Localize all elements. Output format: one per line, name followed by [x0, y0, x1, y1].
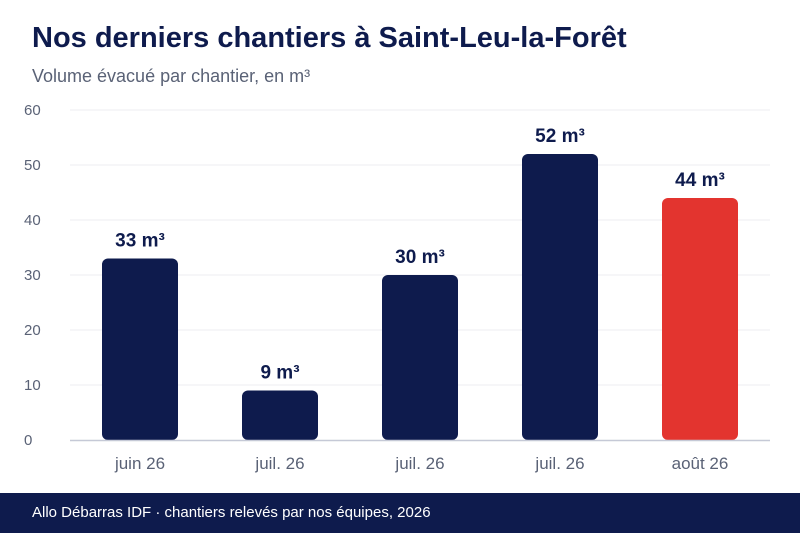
bar	[102, 258, 178, 440]
x-tick-label: juil. 26	[254, 454, 304, 473]
footer-bar: Allo Débarras IDF · chantiers relevés pa…	[0, 493, 800, 533]
bar	[662, 198, 738, 440]
x-tick-label: juil. 26	[394, 454, 444, 473]
x-tick-label: août 26	[672, 454, 729, 473]
y-tick-label: 10	[24, 377, 41, 394]
bar-value-label: 9 m³	[260, 363, 299, 384]
x-tick-label: juil. 26	[534, 454, 584, 473]
bar	[242, 390, 318, 440]
bar-chart: 0 10 20 30 40 50 60 33 m³ 9 m³ 30 m³ 52 m³ 44 m³ j…	[24, 102, 770, 473]
bars	[102, 154, 738, 440]
y-tick-label: 0	[24, 432, 32, 449]
y-axis-ticks: 0 10 20 30 40 50 60	[24, 102, 41, 449]
y-tick-label: 20	[24, 322, 41, 339]
bar-value-label: 52 m³	[535, 126, 585, 147]
y-tick-label: 40	[24, 212, 41, 229]
bar-value-label: 44 m³	[675, 170, 725, 191]
chart-subtitle: Volume évacué par chantier, en m³	[32, 66, 311, 86]
data-labels: 33 m³ 9 m³ 30 m³ 52 m³ 44 m³	[115, 126, 725, 384]
x-tick-label: juin 26	[114, 454, 165, 473]
bar	[522, 154, 598, 440]
bar	[382, 275, 458, 440]
y-tick-label: 30	[24, 267, 41, 284]
y-tick-label: 50	[24, 157, 41, 174]
bar-value-label: 30 m³	[395, 247, 445, 268]
footer-source: Allo Débarras IDF · chantiers relevés pa…	[32, 504, 431, 521]
x-axis-ticks: juin 26 juil. 26 juil. 26 juil. 26 août 26	[114, 454, 728, 473]
y-tick-label: 60	[24, 102, 41, 119]
bar-value-label: 33 m³	[115, 231, 165, 252]
chart-title: Nos derniers chantiers à Saint-Leu-la-Fo…	[32, 22, 627, 54]
